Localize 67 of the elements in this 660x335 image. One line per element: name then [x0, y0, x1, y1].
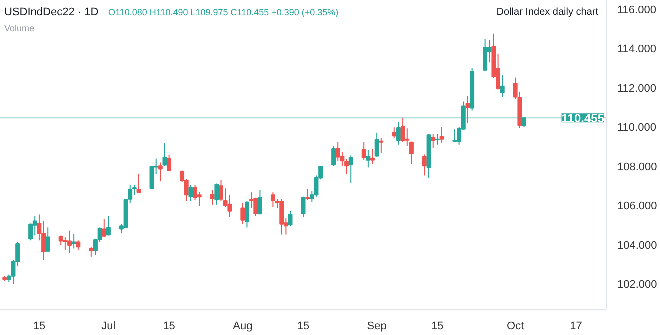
candlestick	[466, 96, 470, 124]
candlestick	[46, 227, 50, 253]
candlestick	[89, 246, 94, 258]
candlestick	[392, 127, 397, 139]
candlestick	[332, 146, 336, 167]
candlestick	[150, 166, 154, 190]
candlestick	[244, 201, 250, 228]
candlestick	[106, 216, 111, 236]
candlestick	[136, 174, 142, 194]
x-tick-label: Sep	[367, 320, 387, 332]
annotation: Volume	[4, 24, 35, 34]
candlestick	[366, 150, 371, 168]
candlestick	[102, 218, 107, 238]
candlestick	[258, 190, 262, 216]
candlestick	[214, 183, 220, 206]
candlestick	[162, 142, 168, 167]
y-tick-label: 106.000	[618, 200, 658, 213]
candlestick	[188, 185, 194, 202]
candlestick	[422, 154, 427, 176]
x-tick-label: Oct	[507, 320, 524, 332]
candlestick	[32, 216, 38, 236]
candlestick	[379, 138, 384, 154]
y-tick-label: 110.000	[618, 122, 656, 134]
x-tick-label: 15	[432, 320, 444, 332]
candlestick	[270, 192, 276, 208]
annotation: USDIndDec22 · 1D	[4, 6, 99, 18]
x-tick-label: 15	[297, 320, 310, 332]
candlestick	[396, 122, 401, 146]
y-tick-label: 108.000	[618, 161, 658, 174]
y-tick-label: 102.000	[618, 278, 658, 291]
candlestick	[370, 148, 375, 165]
candlestick	[348, 155, 354, 184]
candlestick	[197, 191, 202, 207]
candlestick	[210, 190, 215, 206]
candlestick	[306, 188, 310, 201]
candlestick	[58, 235, 64, 246]
x-tick-label: 15	[33, 320, 46, 332]
candlestick	[362, 142, 366, 161]
x-tick-label: 15	[163, 320, 176, 332]
x-tick-label: Jul	[102, 320, 116, 332]
candlestick	[63, 236, 68, 251]
candlestick	[301, 196, 306, 218]
candlestick	[288, 210, 293, 227]
candlestick	[158, 162, 163, 182]
candlestick	[452, 129, 458, 144]
candlestick	[483, 38, 488, 72]
candlestick	[280, 198, 284, 236]
ref-line-label: 110.455	[562, 112, 605, 126]
candlestick	[440, 126, 444, 144]
y-tick-label: 114.000	[618, 44, 656, 56]
candlestick	[76, 240, 81, 251]
candlestick	[167, 154, 172, 172]
candlestick	[336, 142, 340, 162]
candlestick	[240, 202, 246, 225]
candlestick	[500, 74, 505, 98]
y-tick-label: 116.000	[618, 4, 656, 16]
candlestick	[374, 132, 380, 158]
x-tick-label: Aug	[233, 320, 253, 332]
candlestick	[400, 118, 406, 143]
y-tick-label: 104.000	[618, 240, 658, 252]
text: Dollar Index daily chart	[496, 7, 599, 18]
candlestick	[435, 134, 440, 146]
candlestick	[72, 234, 76, 250]
y-tick-label: 112.000	[618, 82, 656, 95]
x-tick-label: 17	[570, 320, 582, 332]
annotation: O110.080 H110.490 L109.975 C110.455 +0.390 (+0.35%)	[108, 8, 339, 18]
candlestick	[431, 134, 436, 149]
